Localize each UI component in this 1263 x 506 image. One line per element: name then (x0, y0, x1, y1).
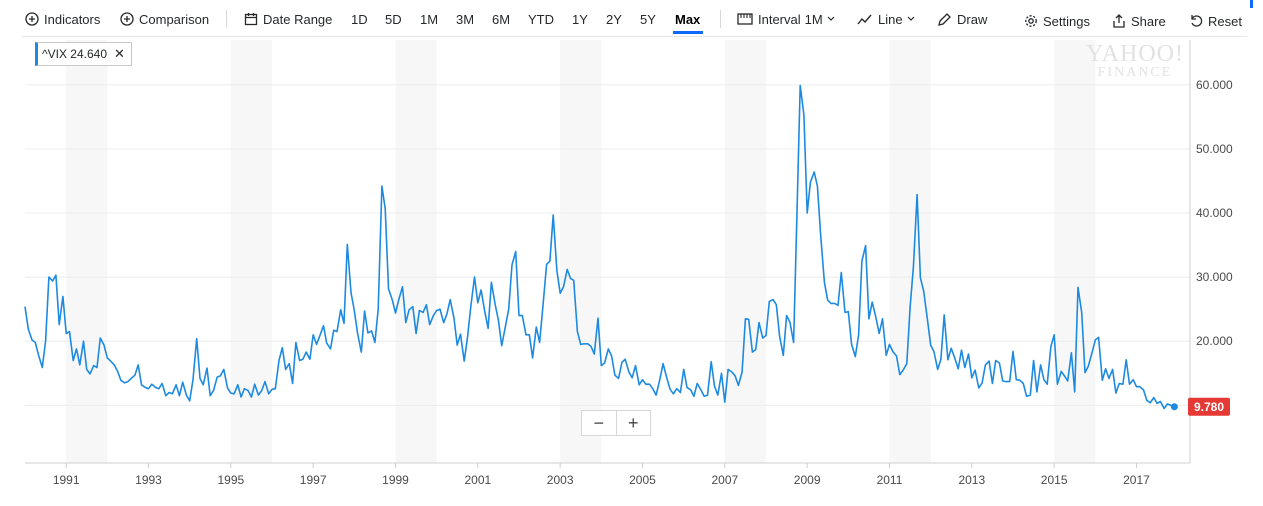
y-tick-label: 30.000 (1196, 270, 1233, 284)
x-tick-label: 1991 (53, 473, 80, 487)
interval-icon (737, 13, 753, 25)
x-tick-label: 2009 (794, 473, 821, 487)
range-6m[interactable]: 6M (492, 11, 511, 27)
share-button[interactable]: Share (1112, 10, 1166, 32)
watermark-line2: FINANCE (1097, 65, 1173, 80)
x-tick-label: 2015 (1041, 473, 1068, 487)
x-tick-label: 2017 (1123, 473, 1150, 487)
accent-marker (1250, 0, 1253, 8)
x-tick-label: 2011 (877, 473, 903, 487)
range-5d[interactable]: 5D (385, 11, 402, 27)
plus-circle-icon (25, 12, 39, 26)
range-ytd[interactable]: YTD (528, 11, 554, 27)
chart-toolbar: Indicators Comparison Date Range 1D 5D 1… (0, 0, 1263, 36)
range-3m[interactable]: 3M (456, 11, 475, 27)
shaded-year-band (724, 40, 766, 463)
y-tick-label: 40.000 (1196, 206, 1233, 220)
shaded-year-band (1054, 40, 1096, 463)
settings-button[interactable]: Settings (1024, 10, 1090, 32)
comparison-label: Comparison (139, 11, 210, 27)
range-1y[interactable]: 1Y (572, 11, 588, 27)
x-tick-label: 2001 (464, 473, 491, 487)
comparison-button[interactable]: Comparison (120, 8, 209, 30)
x-tick-label: 1995 (217, 473, 244, 487)
yahoo-finance-watermark: YAHOO! FINANCE (1086, 42, 1184, 80)
x-tick-label: 2003 (547, 473, 574, 487)
x-tick-label: 2013 (958, 473, 985, 487)
x-tick-label: 2005 (629, 473, 656, 487)
last-point-marker (1170, 403, 1178, 411)
reset-button[interactable]: Reset (1189, 10, 1242, 32)
range-5y[interactable]: 5Y (640, 11, 656, 27)
x-tick-label: 1997 (300, 473, 327, 487)
pencil-icon (938, 12, 951, 26)
chart-type-label: Line (878, 11, 903, 27)
range-1d[interactable]: 1D (351, 11, 368, 27)
plus-circle-icon (120, 12, 134, 26)
shaded-year-band (889, 40, 931, 463)
calendar-icon (244, 13, 258, 26)
range-2y[interactable]: 2Y (606, 11, 622, 27)
active-range-indicator (673, 31, 703, 34)
draw-button[interactable]: Draw (937, 8, 987, 30)
range-1m[interactable]: 1M (420, 11, 439, 27)
chart-type-dropdown[interactable]: Line (857, 8, 921, 30)
draw-label: Draw (957, 11, 988, 27)
symbol-chip-text: ^VIX 24.640 (42, 47, 108, 61)
interval-dropdown[interactable]: Interval 1M (737, 8, 841, 30)
x-tick-label: 1993 (135, 473, 162, 487)
y-tick-label: 20.000 (1196, 334, 1233, 348)
shaded-year-band (560, 40, 602, 463)
date-range-button[interactable]: Date Range (244, 8, 332, 30)
shaded-year-band (66, 40, 108, 463)
indicators-button[interactable]: Indicators (25, 8, 100, 30)
current-value-label: 9.780 (1194, 400, 1224, 414)
x-tick-label: 2007 (711, 473, 738, 487)
chevron-down-icon (907, 16, 915, 21)
settings-label: Settings (1043, 13, 1090, 29)
current-value-badge (1188, 397, 1230, 416)
share-label: Share (1131, 13, 1166, 29)
x-tick-label: 1999 (382, 473, 409, 487)
chevron-down-icon (827, 16, 835, 21)
zoom-out-button[interactable]: − (582, 411, 617, 435)
symbol-chip[interactable]: ^VIX 24.640 ✕ (35, 42, 132, 66)
interval-label: Interval (758, 11, 801, 27)
close-icon[interactable]: ✕ (114, 46, 125, 61)
reset-label: Reset (1208, 13, 1242, 29)
toolbar-divider (226, 10, 227, 28)
share-icon (1113, 14, 1125, 28)
y-tick-label: 50.000 (1196, 142, 1233, 156)
gear-icon (1025, 15, 1037, 27)
shaded-year-band (230, 40, 272, 463)
shaded-year-band (395, 40, 437, 463)
toolbar-divider (720, 10, 721, 28)
range-max[interactable]: Max (675, 11, 701, 27)
vix-series-line (24, 84, 1175, 410)
reset-icon (1191, 15, 1203, 27)
indicators-label: Indicators (44, 11, 101, 27)
toolbar-divider-line (22, 36, 1247, 37)
y-tick-label: 60.000 (1196, 78, 1233, 92)
zoom-in-button[interactable]: + (627, 412, 639, 433)
watermark-line1: YAHOO! (1086, 41, 1184, 67)
date-range-label: Date Range (263, 11, 333, 27)
line-chart-icon (857, 14, 872, 25)
zoom-controls: − + (581, 410, 651, 436)
interval-value: 1M (804, 11, 823, 27)
